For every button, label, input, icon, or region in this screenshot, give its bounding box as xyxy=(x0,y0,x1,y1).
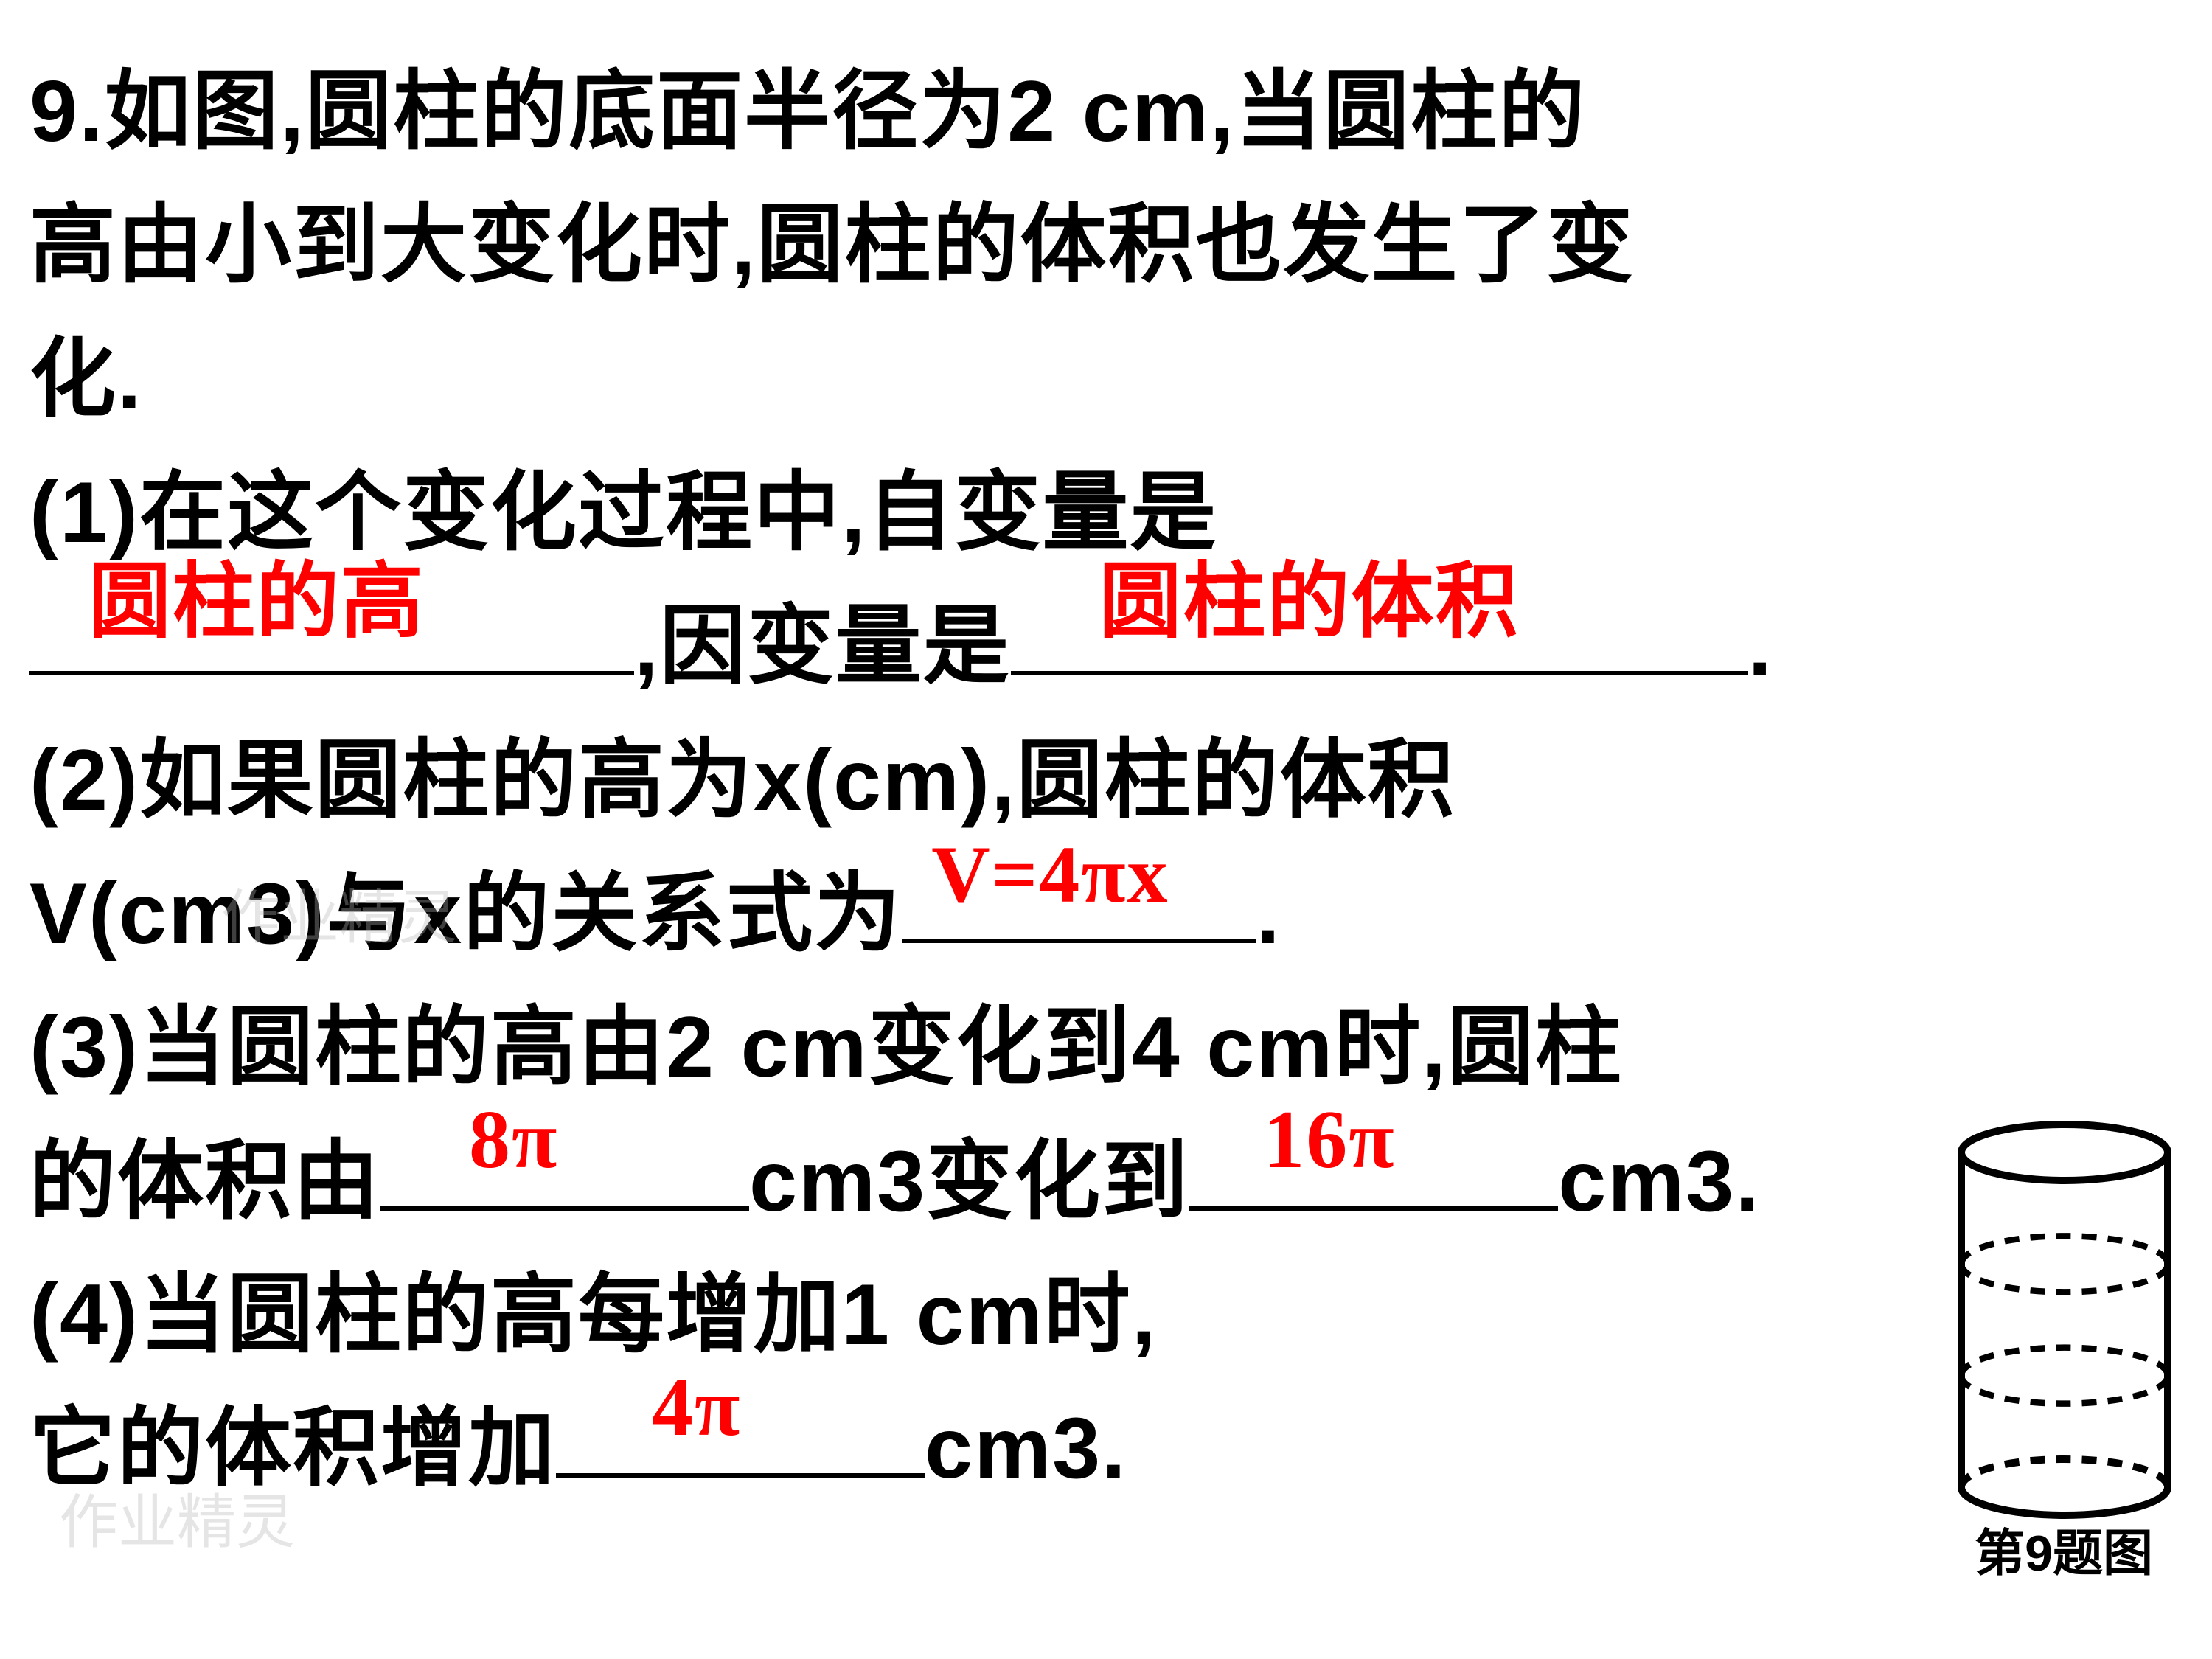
q3-line-1: (3)当圆柱的高由2 cm变化到4 cm时,圆柱 xyxy=(29,980,2183,1113)
q1-mid: ,因变量是 xyxy=(634,597,1011,694)
q3-mid: cm3变化到 xyxy=(749,1133,1189,1229)
q4-blank: 4π xyxy=(556,1473,925,1478)
q3-answer-2: 16π xyxy=(1263,1077,1395,1205)
q4-prefix: 它的体积增加 xyxy=(29,1399,556,1496)
q3-prefix: 的体积由 xyxy=(29,1133,380,1229)
q4-answer: 4π xyxy=(652,1344,741,1472)
q2-answer: V=4πx xyxy=(931,812,1169,938)
q2-suffix: . xyxy=(1256,865,1281,961)
intro-line-1: 9.如图,圆柱的底面半径为2 cm,当圆柱的 xyxy=(29,44,2183,178)
q3-line-2: 的体积由 8π cm3变化到 16π cm3. xyxy=(29,1114,2183,1248)
q1-answer-1: 圆柱的高 xyxy=(88,539,425,667)
intro-text-1: 如图,圆柱的底面半径为2 cm,当圆柱的 xyxy=(105,63,1587,159)
q2-prefix: V(cm3)与x的关系式为 xyxy=(29,865,902,961)
intro-line-3: 化. xyxy=(29,312,2183,445)
q3-answer-1: 8π xyxy=(469,1077,558,1205)
q1-line-2: 圆柱的高 ,因变量是 圆柱的体积 . xyxy=(29,579,2183,712)
q3-suffix: cm3. xyxy=(1558,1133,1761,1229)
q2-line-2: V(cm3)与x的关系式为 V=4πx . xyxy=(29,846,2183,980)
intro-line-2: 高由小到大变化时,圆柱的体积也发生了变 xyxy=(29,178,2183,311)
cylinder-svg xyxy=(1954,1117,2175,1523)
q4-line-2: 它的体积增加 4π cm3. xyxy=(29,1381,2183,1514)
q4-suffix: cm3. xyxy=(925,1399,1127,1496)
q1-suffix: . xyxy=(1748,597,1774,694)
q3-blank-1: 8π xyxy=(380,1206,749,1211)
problem-number: 9. xyxy=(29,63,105,159)
q3-blank-2: 16π xyxy=(1189,1206,1558,1211)
q1-answer-2: 圆柱的体积 xyxy=(1099,539,1520,667)
q1-blank-1: 圆柱的高 xyxy=(29,671,634,675)
q4-line-1: (4)当圆柱的高每增加1 cm时, xyxy=(29,1248,2183,1381)
cylinder-figure xyxy=(1954,1117,2175,1526)
q2-blank: V=4πx xyxy=(902,939,1256,943)
q1-blank-2: 圆柱的体积 xyxy=(1011,671,1748,675)
problem-content: 9.如图,圆柱的底面半径为2 cm,当圆柱的 高由小到大变化时,圆柱的体积也发生… xyxy=(29,44,2183,1515)
figure-caption: 第9题图 xyxy=(1975,1512,2153,1585)
